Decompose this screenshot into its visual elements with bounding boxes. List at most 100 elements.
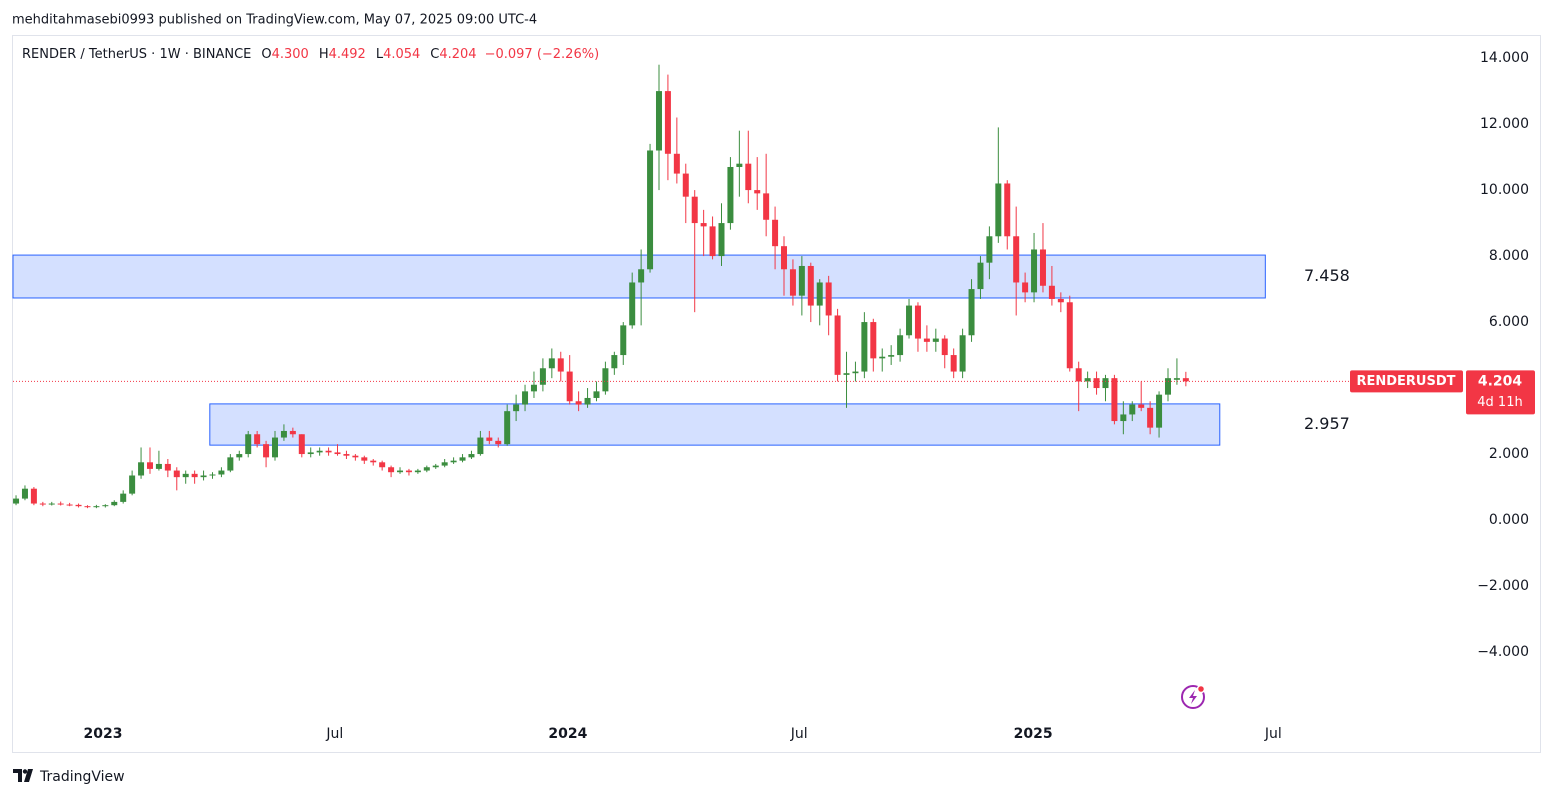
candle-body bbox=[1147, 407, 1154, 428]
legend-value: 4.204 bbox=[439, 47, 476, 62]
candle-body bbox=[129, 475, 136, 494]
candle-body bbox=[1173, 378, 1180, 380]
legend-key: H bbox=[319, 47, 329, 62]
candle-body bbox=[459, 457, 466, 461]
legend-key: O bbox=[261, 47, 271, 62]
candle-body bbox=[852, 371, 859, 374]
footer-brand: TradingView bbox=[39, 769, 125, 785]
candle-body bbox=[245, 434, 252, 455]
x-tick-label: Jul bbox=[790, 726, 808, 742]
candle-body bbox=[566, 371, 573, 402]
candle-body bbox=[120, 493, 127, 502]
legend-change: −0.097 (−2.26%) bbox=[485, 47, 600, 62]
candle-body bbox=[843, 373, 850, 375]
candle-body bbox=[325, 450, 332, 453]
candle-body bbox=[1013, 236, 1020, 283]
chart-frame bbox=[12, 35, 1541, 753]
legend-value: 4.054 bbox=[383, 47, 420, 62]
candle-body bbox=[959, 335, 966, 372]
candle-body bbox=[486, 437, 493, 441]
candle-body bbox=[539, 368, 546, 385]
y-tick-label: −2.000 bbox=[1477, 578, 1529, 594]
candle-body bbox=[798, 265, 805, 296]
candle-body bbox=[298, 434, 305, 455]
candle-body bbox=[48, 503, 55, 505]
candle-body bbox=[673, 153, 680, 174]
ticker-tag: RENDERUSDT bbox=[1356, 374, 1455, 389]
candle-body bbox=[1164, 378, 1171, 395]
y-tick-label: 6.000 bbox=[1489, 314, 1529, 330]
candle-body bbox=[914, 305, 921, 339]
publish-header: mehditahmasebi0993 published on TradingV… bbox=[12, 13, 537, 28]
candle-body bbox=[397, 470, 404, 473]
candle-body bbox=[986, 236, 993, 263]
candle-body bbox=[352, 455, 359, 458]
candle-body bbox=[682, 173, 689, 197]
candle-body bbox=[923, 338, 930, 342]
x-tick-label: Jul bbox=[1264, 726, 1282, 742]
candle-body bbox=[263, 444, 270, 458]
y-tick-label: 8.000 bbox=[1489, 248, 1529, 264]
candle-body bbox=[789, 269, 796, 296]
legend-key: C bbox=[430, 47, 439, 62]
candle-body bbox=[888, 355, 895, 357]
candle-body bbox=[441, 462, 448, 466]
candle-body bbox=[495, 440, 502, 445]
legend-key: L bbox=[376, 47, 384, 62]
candle-body bbox=[227, 457, 234, 471]
candle-body bbox=[897, 335, 904, 356]
candle-body bbox=[548, 358, 555, 369]
candle-body bbox=[575, 401, 582, 405]
x-tick-label: 2023 bbox=[84, 726, 123, 742]
candle-body bbox=[1111, 378, 1118, 422]
candle-body bbox=[21, 488, 28, 499]
candle-body bbox=[379, 462, 386, 468]
candle-body bbox=[468, 454, 475, 458]
candle-body bbox=[182, 473, 189, 478]
candle-body bbox=[307, 452, 314, 455]
candle-body bbox=[209, 474, 216, 476]
ticker-tag-bg bbox=[1350, 370, 1463, 393]
candle-body bbox=[655, 91, 662, 151]
y-tick-label: −4.000 bbox=[1477, 644, 1529, 660]
candle-body bbox=[1102, 378, 1109, 389]
candle-body bbox=[146, 462, 153, 469]
zone-box bbox=[209, 403, 1221, 446]
candle-body bbox=[1182, 378, 1189, 382]
y-tick-label: 12.000 bbox=[1480, 116, 1529, 132]
candle-body bbox=[709, 226, 716, 257]
candle-body bbox=[66, 504, 73, 506]
candle-body bbox=[218, 470, 225, 475]
candle-body bbox=[477, 437, 484, 455]
candle-body bbox=[173, 470, 180, 478]
candle-body bbox=[1129, 404, 1136, 415]
candle-body bbox=[343, 454, 350, 456]
candle-body bbox=[664, 91, 671, 154]
candle-body bbox=[602, 368, 609, 392]
candle-body bbox=[280, 430, 287, 438]
candle-body bbox=[727, 166, 734, 224]
legend-value: 4.492 bbox=[329, 47, 366, 62]
countdown-tag: 4d 11h bbox=[1477, 395, 1522, 410]
candle-body bbox=[1066, 302, 1073, 369]
candle-body bbox=[414, 470, 421, 473]
candle-body bbox=[906, 305, 913, 336]
candle-body bbox=[57, 503, 64, 505]
candle-body bbox=[450, 460, 457, 463]
candle-body bbox=[504, 411, 511, 445]
candle-body bbox=[620, 325, 627, 356]
legend-symbol: RENDER / TetherUS · 1W · BINANCE bbox=[22, 47, 251, 62]
candle-body bbox=[1048, 285, 1055, 299]
candle-body bbox=[432, 465, 439, 468]
candle-body bbox=[647, 150, 654, 270]
candle-body bbox=[1093, 378, 1100, 389]
candle-body bbox=[932, 338, 939, 342]
price-tag: 4.204 bbox=[1478, 373, 1523, 389]
y-tick-label: 2.000 bbox=[1489, 446, 1529, 462]
candle-body bbox=[584, 397, 591, 405]
candle-body bbox=[334, 452, 341, 455]
candle-body bbox=[191, 473, 198, 478]
candle-body bbox=[754, 190, 761, 194]
legend: RENDER / TetherUS · 1W · BINANCE O4.300 H4… bbox=[22, 47, 599, 62]
